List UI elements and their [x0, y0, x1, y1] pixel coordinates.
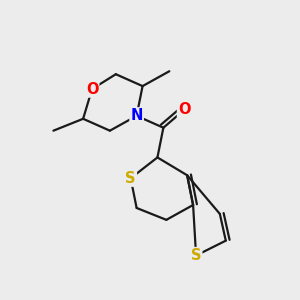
Text: N: N: [130, 108, 143, 123]
Text: O: O: [178, 102, 190, 117]
Text: O: O: [86, 82, 98, 97]
Text: S: S: [191, 248, 201, 263]
Text: S: S: [125, 171, 136, 186]
